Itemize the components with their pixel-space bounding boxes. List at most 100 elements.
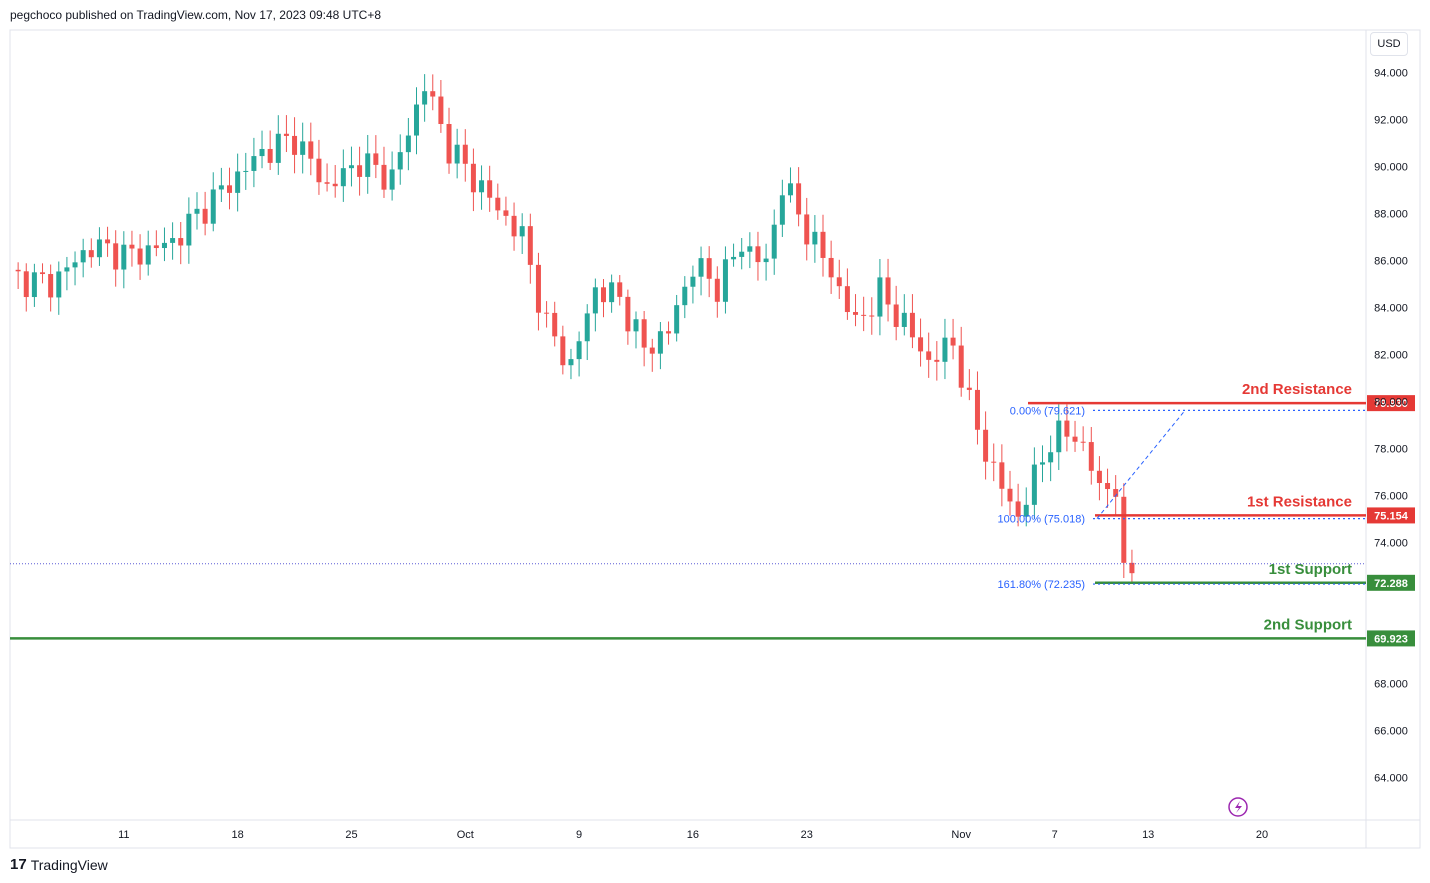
candle-body: [690, 276, 696, 287]
price-tick-label: 86.000: [1374, 255, 1408, 267]
candle-body: [511, 215, 517, 237]
level-price-label: 72.288: [1374, 578, 1408, 590]
candle-body: [609, 282, 615, 303]
candle-body: [991, 461, 997, 463]
candle-body: [283, 133, 289, 136]
candle-body: [1056, 420, 1062, 453]
candle-body: [544, 312, 550, 314]
price-tick-label: 78.000: [1374, 444, 1408, 456]
candle-body: [1040, 462, 1046, 465]
candle-body: [674, 305, 680, 334]
candle-body: [1072, 436, 1078, 442]
candle-body: [80, 250, 86, 263]
candle-body: [251, 156, 257, 171]
candle-body: [739, 251, 745, 257]
candle-body: [958, 345, 964, 388]
candle-body: [503, 210, 509, 216]
candle-body: [625, 296, 631, 332]
candle-body: [235, 171, 241, 193]
candle-body: [584, 313, 590, 342]
price-tick-label: 92.000: [1374, 114, 1408, 126]
candle-body: [23, 271, 29, 298]
fib-trend-line[interactable]: [1096, 410, 1186, 519]
candle-body: [292, 135, 298, 155]
candle-body: [31, 272, 37, 298]
candle-body: [657, 331, 663, 354]
candle-body: [202, 208, 208, 224]
candle-body: [308, 141, 314, 159]
candle-body: [446, 124, 452, 164]
candle-body: [527, 226, 533, 265]
candle-body: [942, 337, 948, 362]
publisher-header: pegchoco published on TradingView.com, N…: [10, 8, 382, 22]
tradingview-logo[interactable]: 17 TradingView: [10, 856, 108, 873]
candle-body: [934, 359, 940, 362]
candle-body: [617, 282, 623, 297]
candle-body: [137, 248, 143, 265]
candle-body: [332, 183, 338, 187]
price-axis[interactable]: 94.000 92.000 90.000 88.000 86.000 84.000 82.0…: [1374, 67, 1408, 784]
candle-body: [893, 304, 899, 327]
candle-body: [1048, 452, 1054, 463]
price-tick-label: 76.000: [1374, 491, 1408, 503]
price-tick-label: 64.000: [1374, 773, 1408, 785]
fib-label: 100.00% (75.018): [998, 514, 1085, 526]
candle-body: [210, 189, 216, 224]
currency-button[interactable]: USD: [1370, 32, 1408, 56]
candle-body: [40, 272, 46, 275]
candle-body: [861, 314, 867, 316]
fib-label: 0.00% (79.621): [1010, 405, 1085, 417]
candle-body: [983, 429, 989, 462]
candle-body: [300, 141, 306, 155]
level-name: 2nd Support: [1264, 616, 1352, 633]
candle-body: [641, 319, 647, 348]
candle-body: [96, 239, 102, 258]
candle-body: [1121, 496, 1127, 563]
candle-body: [633, 319, 639, 332]
chart-frame: [9, 29, 1421, 849]
price-tick-label: 74.000: [1374, 538, 1408, 550]
candle-body: [462, 144, 468, 164]
level-price-badge: [1367, 574, 1415, 591]
candle-body: [479, 180, 485, 193]
time-tick-label: Nov: [951, 829, 971, 841]
candle-body: [804, 214, 810, 245]
candle-body: [779, 195, 785, 225]
candle-body: [918, 337, 924, 352]
candle-body: [145, 245, 151, 265]
candle-body: [966, 387, 972, 390]
candle-body: [1007, 488, 1013, 502]
level-name: 2nd Resistance: [1242, 381, 1352, 398]
candle-body: [1031, 464, 1037, 505]
lightning-icon[interactable]: [1228, 797, 1248, 817]
level-price-badge: [1367, 395, 1415, 412]
candle-body: [170, 238, 176, 243]
candle-body: [682, 286, 688, 306]
candle-body: [454, 144, 460, 164]
time-axis[interactable]: 11 18 25 Oct 9 16 23 Nov 7 13 20: [118, 829, 1268, 841]
candle-body: [787, 183, 793, 196]
time-tick-label: Oct: [457, 829, 474, 841]
candle-body: [357, 165, 363, 177]
candle-body: [568, 359, 574, 366]
candle-body: [885, 277, 891, 305]
candle-body: [576, 341, 582, 360]
candle-body: [72, 262, 78, 268]
candle-body: [218, 185, 224, 190]
candle-body: [560, 336, 566, 366]
candle-body: [926, 351, 932, 360]
candle-body: [105, 239, 111, 244]
candle-body: [877, 277, 883, 317]
level-name: 1st Support: [1269, 561, 1352, 578]
candle-body: [796, 183, 802, 215]
candle-body: [535, 264, 541, 313]
candle-body: [495, 197, 501, 211]
candle-body: [487, 180, 493, 198]
candle-body: [113, 243, 119, 270]
time-tick-label: 23: [801, 829, 813, 841]
price-tick-label: 66.000: [1374, 726, 1408, 738]
candle-body: [592, 287, 598, 314]
candle-body: [698, 258, 704, 277]
candle-body: [1080, 441, 1086, 443]
